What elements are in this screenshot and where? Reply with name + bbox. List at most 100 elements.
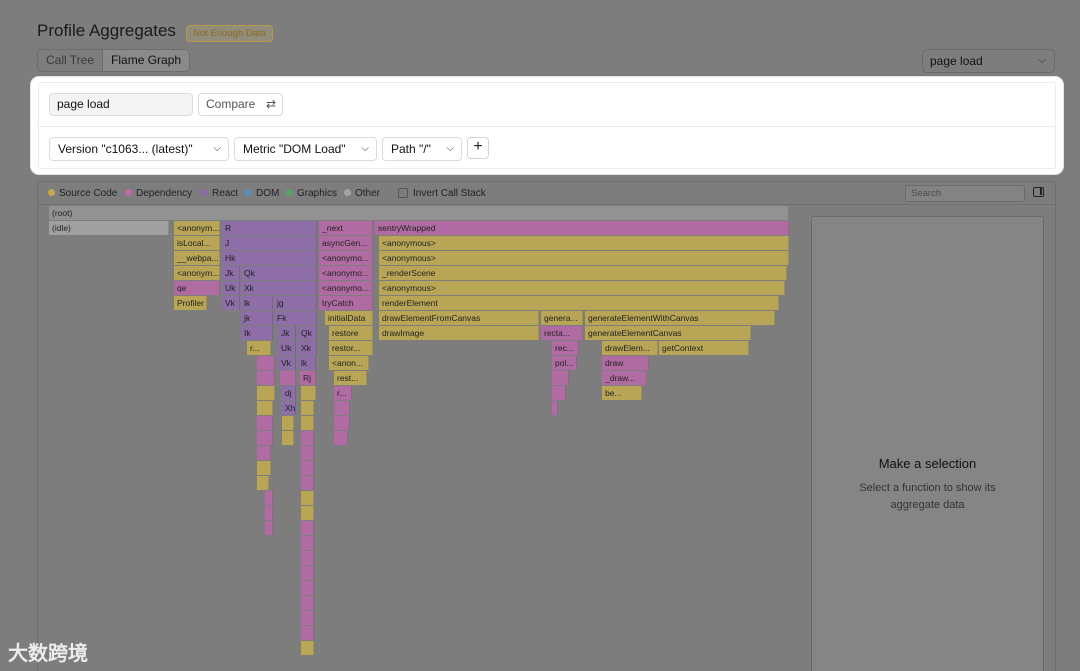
flame-frame[interactable]: initialData [325,311,373,325]
flame-frame[interactable]: Ik [241,326,273,340]
flame-frame[interactable]: recta... [541,326,583,340]
flame-frame[interactable] [301,626,314,640]
flame-frame[interactable]: J [222,236,317,250]
flame-frame[interactable] [301,491,314,505]
flame-frame[interactable]: lk [298,356,316,370]
flame-frame[interactable] [301,596,314,610]
flame-frame[interactable] [257,401,273,415]
flame-frame[interactable] [265,506,273,520]
flame-frame[interactable]: be... [602,386,642,400]
sidebar-toggle-icon[interactable] [1033,187,1044,197]
flame-frame[interactable]: <anonymous> [379,281,785,295]
flame-frame[interactable] [301,566,314,580]
flame-frame[interactable] [265,491,273,505]
flame-frame[interactable] [301,401,314,415]
flame-graph[interactable]: (root) (idle) <anonym... isLocal... __we… [49,206,801,671]
flame-frame[interactable]: <anonym... [174,266,220,280]
flame-frame[interactable] [334,416,350,430]
flame-frame[interactable]: (root) [49,206,789,220]
flame-frame[interactable] [282,416,294,430]
tab-flame-graph[interactable]: Flame Graph [102,50,190,71]
flame-frame[interactable]: <anonymo... [319,251,373,265]
flame-frame[interactable]: Hk [222,251,317,265]
flame-frame[interactable] [280,371,296,385]
flame-frame[interactable]: <anonymo... [319,266,373,280]
flame-frame[interactable]: Rj [300,371,316,385]
flame-frame[interactable]: isLocal... [174,236,220,250]
flame-frame[interactable]: Uk [278,341,296,355]
flame-frame[interactable]: Xk [241,281,317,295]
flame-frame[interactable] [552,386,566,400]
flame-frame[interactable]: Profiler [174,296,207,310]
flame-frame[interactable]: renderElement [379,296,779,310]
flame-frame[interactable] [301,446,314,460]
query-input[interactable]: page load [49,93,193,116]
flame-frame[interactable]: _next [319,221,373,235]
flame-frame[interactable]: pol... [552,356,577,370]
flame-frame[interactable]: <anonymo... [319,281,373,295]
preset-select[interactable]: page load ⌵ [922,49,1055,73]
flame-frame[interactable] [257,386,275,400]
flame-frame[interactable]: <anonymous> [379,251,789,265]
flame-frame[interactable]: genera... [541,311,583,325]
flame-frame[interactable] [301,431,314,445]
flame-frame[interactable]: Jk [278,326,296,340]
flame-frame[interactable]: generateElementCanvas [585,326,751,340]
flame-frame[interactable] [301,506,314,520]
flame-frame[interactable] [257,416,273,430]
flame-frame[interactable]: <anonym... [174,221,220,235]
flame-frame[interactable]: Qk [298,326,317,340]
flame-frame[interactable]: (idle) [49,221,169,235]
flame-frame[interactable] [334,401,350,415]
flame-frame[interactable]: <anonymous> [379,236,789,250]
flame-frame[interactable]: draw [602,356,649,370]
flame-frame[interactable]: _draw... [602,371,647,385]
flame-frame[interactable] [257,431,273,445]
flame-frame[interactable]: dj [282,386,296,400]
flame-frame[interactable]: drawImage [379,326,539,340]
flame-frame[interactable] [257,476,269,490]
flame-frame[interactable]: Uk [222,281,240,295]
flame-frame[interactable]: Fk [274,311,317,325]
flame-frame[interactable]: r... [247,341,271,355]
version-filter[interactable]: Version "c1063... (latest)" ⌵ [49,137,229,161]
flame-frame[interactable] [301,641,314,655]
flame-frame[interactable]: _renderScene [379,266,787,280]
flame-frame[interactable]: r... [334,386,352,400]
flame-frame[interactable]: <anon... [329,356,369,370]
flame-frame[interactable]: tryCatch [319,296,373,310]
flame-frame[interactable]: qe [174,281,220,295]
flame-frame[interactable]: asyncGen... [319,236,373,250]
path-filter[interactable]: Path "/" ⌵ [382,137,462,161]
flame-frame[interactable]: jk [241,311,273,325]
flame-frame[interactable] [301,521,314,535]
invert-call-stack-checkbox[interactable] [398,188,408,198]
flame-frame[interactable]: lk [241,296,273,310]
flame-frame[interactable] [301,611,314,625]
flame-frame[interactable]: rec... [552,341,579,355]
flame-frame[interactable]: __webpa... [174,251,220,265]
flame-frame[interactable]: Qk [241,266,317,280]
flame-frame[interactable]: restor... [329,341,373,355]
flame-frame[interactable]: Vk [278,356,296,370]
flame-frame[interactable] [282,431,294,445]
flame-frame[interactable]: restore [329,326,373,340]
flame-frame[interactable]: rest... [334,371,367,385]
flame-frame[interactable] [257,446,271,460]
flame-frame[interactable]: Xh [282,401,296,415]
flame-frame[interactable]: Jk [222,266,240,280]
flame-frame[interactable]: sentryWrapped [375,221,789,235]
add-filter-button[interactable]: + [467,137,489,159]
flame-frame[interactable]: jg [274,296,317,310]
flame-frame[interactable] [301,416,314,430]
flame-frame[interactable] [301,581,314,595]
flame-frame[interactable] [334,431,348,445]
flame-frame[interactable]: generateElementWithCanvas [585,311,775,325]
flame-frame[interactable] [265,521,273,535]
flame-frame[interactable] [257,371,275,385]
flame-frame[interactable] [257,356,275,370]
flame-frame[interactable]: getContext [659,341,749,355]
flame-frame[interactable]: R [222,221,317,235]
flame-frame[interactable] [552,371,569,385]
flame-frame[interactable] [301,536,314,550]
